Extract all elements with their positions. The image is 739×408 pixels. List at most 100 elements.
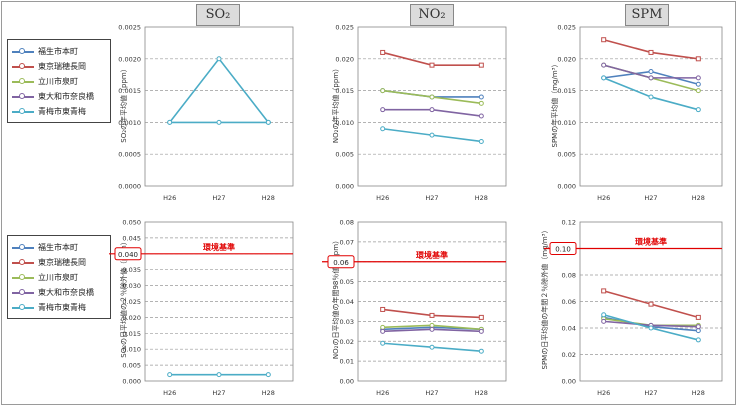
legend-item: 東京瑞穂長岡	[8, 60, 108, 72]
legend-item: 立川市泉町	[8, 75, 108, 87]
data-point	[478, 94, 484, 100]
y-tick-label: 0.0000	[118, 183, 141, 191]
data-point	[695, 107, 701, 113]
y-axis-label: SO₂の日平均値の２％除外値（ppm）	[119, 238, 128, 357]
y-tick-label: 0.005	[122, 362, 141, 370]
y-tick-label: 0.07	[340, 238, 354, 246]
data-point	[380, 107, 386, 113]
data-point	[601, 288, 607, 294]
header-spm: SPM	[625, 4, 669, 26]
legend-label: 福生市本町	[38, 47, 78, 56]
y-tick-label: 0.020	[122, 314, 141, 322]
y-tick-label: 0.0025	[118, 24, 141, 32]
data-point	[380, 328, 386, 334]
data-point	[648, 69, 654, 75]
legend-marker	[19, 63, 25, 69]
y-tick-label: 0.020	[335, 55, 354, 63]
legend-marker	[19, 274, 25, 280]
data-point	[478, 113, 484, 119]
y-tick-label: 0.0010	[118, 119, 141, 127]
y-tick-label: 0.04	[340, 298, 354, 306]
data-point	[648, 301, 654, 307]
standard-value-label: 0.10	[555, 246, 571, 254]
legend-item: 福生市本町	[8, 45, 108, 57]
standard-label: 環境基準	[416, 250, 448, 260]
legend-marker	[19, 48, 25, 54]
y-tick-label: 0.010	[335, 119, 354, 127]
data-point	[648, 325, 654, 331]
x-tick-label: H27	[644, 194, 657, 202]
data-point	[429, 344, 435, 350]
y-tick-label: 0.04	[562, 325, 576, 333]
x-tick-label: H26	[376, 194, 389, 202]
data-point	[380, 306, 386, 312]
data-point	[216, 119, 222, 125]
x-tick-label: H26	[597, 389, 610, 397]
legend-marker	[19, 289, 25, 295]
legend-item: 青梅市東青梅	[8, 301, 108, 313]
data-point	[695, 324, 701, 330]
data-point	[478, 138, 484, 144]
y-tick-label: 0.02	[562, 351, 576, 359]
data-point	[478, 62, 484, 68]
legend-label: 東大和市奈良橋	[38, 288, 94, 297]
y-tick-label: 0.030	[122, 282, 141, 290]
y-tick-label: 0.025	[557, 24, 576, 32]
data-point	[380, 324, 386, 330]
y-tick-label: 0.06	[562, 298, 576, 306]
legend-marker	[19, 93, 25, 99]
y-tick-label: 0.01	[340, 358, 354, 366]
y-tick-label: 0.015	[122, 330, 141, 338]
data-point	[648, 75, 654, 81]
legend-item: 福生市本町	[8, 241, 108, 253]
data-point	[167, 372, 173, 378]
standard-value-label: 0.06	[333, 259, 349, 267]
data-point	[601, 75, 607, 81]
data-point	[695, 337, 701, 343]
x-tick-label: H28	[692, 194, 705, 202]
y-tick-label: 0.0005	[118, 151, 141, 159]
x-tick-label: H26	[597, 194, 610, 202]
x-tick-label: H28	[262, 194, 275, 202]
legend-label: 青梅市東青梅	[38, 107, 86, 116]
y-tick-label: 0.000	[557, 183, 576, 191]
legend-item: 東京瑞穂長岡	[8, 256, 108, 268]
y-tick-label: 0.12	[562, 219, 576, 227]
data-point	[216, 56, 222, 62]
legend-label: 東大和市奈良橋	[38, 92, 94, 101]
data-point	[265, 372, 271, 378]
data-point	[478, 328, 484, 334]
y-tick-label: 0.020	[557, 55, 576, 63]
standard-value-box	[114, 247, 142, 261]
y-tick-label: 0.025	[335, 24, 354, 32]
data-point	[695, 75, 701, 81]
legend-marker	[19, 259, 25, 265]
y-tick-label: 0.03	[340, 318, 354, 326]
x-tick-label: H26	[163, 389, 176, 397]
x-tick-label: H27	[212, 389, 225, 397]
y-axis-label: SO₂の年平均値（ppm）	[119, 65, 128, 142]
legend-item: 東大和市奈良橋	[8, 90, 108, 102]
legend-marker	[19, 244, 25, 250]
y-tick-label: 0.005	[557, 151, 576, 159]
legend-label: 青梅市東青梅	[38, 303, 86, 312]
data-point	[429, 312, 435, 318]
header-no2: NO₂	[410, 4, 454, 26]
data-point	[429, 62, 435, 68]
y-tick-label: 0.015	[557, 87, 576, 95]
data-point	[695, 88, 701, 94]
data-point	[478, 100, 484, 106]
legend-item: 青梅市東青梅	[8, 105, 108, 117]
data-point	[380, 340, 386, 346]
y-tick-label: 0.00	[562, 378, 576, 386]
data-point	[601, 312, 607, 318]
legend-label: 立川市泉町	[38, 273, 78, 282]
y-tick-label: 0.005	[335, 151, 354, 159]
data-point	[648, 94, 654, 100]
x-tick-label: H28	[475, 389, 488, 397]
data-point	[478, 314, 484, 320]
legend-item: 東大和市奈良橋	[8, 286, 108, 298]
legend-label: 立川市泉町	[38, 77, 78, 86]
y-axis-label: SPMの年平均値（mg/m³）	[550, 61, 559, 148]
